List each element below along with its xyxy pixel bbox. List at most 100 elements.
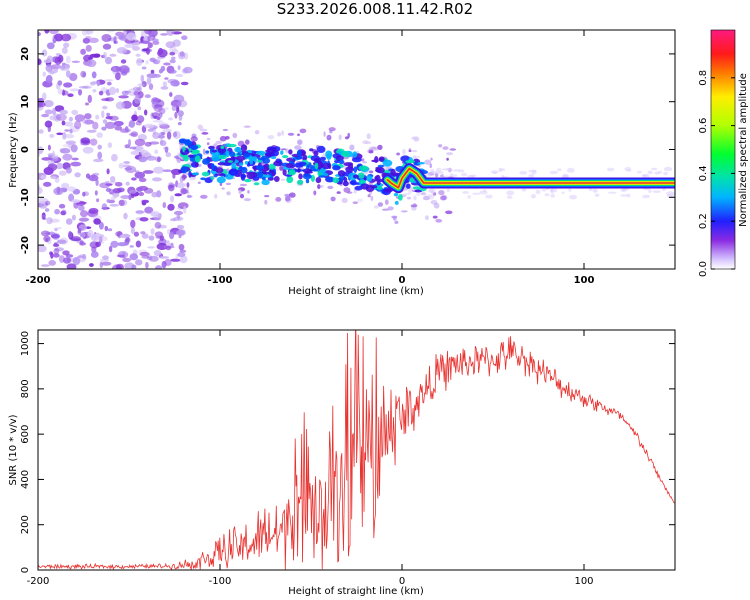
- noise-blob: [139, 251, 150, 257]
- noise-blob: [135, 210, 144, 215]
- noise-blob: [38, 197, 49, 204]
- noise-blob: [177, 65, 181, 70]
- noise-blob: [138, 192, 145, 196]
- noise-blob: [177, 182, 185, 189]
- noise-blob: [169, 59, 176, 64]
- noise-blob: [80, 70, 87, 78]
- noise-blob: [174, 193, 182, 197]
- haze-blob: [549, 170, 559, 175]
- signal-blob: [240, 173, 247, 179]
- noise-blob: [49, 133, 55, 138]
- noise-blob: [67, 93, 74, 97]
- noise-blob: [79, 240, 84, 245]
- noise-blob: [140, 231, 146, 235]
- noise-blob: [140, 149, 149, 157]
- haze-blob: [627, 169, 632, 172]
- noise-blob: [96, 132, 103, 139]
- signal-blob: [194, 155, 201, 163]
- noise-blob: [144, 109, 148, 116]
- noise-blob: [53, 248, 60, 255]
- signal-blob: [377, 164, 385, 168]
- noise-blob: [109, 203, 120, 207]
- noise-blob: [439, 195, 447, 201]
- haze-blob: [557, 168, 562, 171]
- noise-blob: [157, 56, 161, 63]
- noise-blob: [170, 218, 177, 222]
- noise-blob: [408, 149, 412, 153]
- noise-blob: [429, 163, 432, 169]
- signal-blob: [376, 186, 383, 190]
- haze-blob: [607, 167, 615, 172]
- noise-blob: [71, 157, 79, 161]
- noise-blob: [38, 102, 46, 108]
- noise-blob: [90, 81, 96, 86]
- noise-blob: [136, 115, 145, 123]
- signal-blob: [341, 150, 350, 158]
- noise-blob: [341, 197, 348, 204]
- haze-blob: [422, 193, 427, 196]
- noise-blob: [133, 231, 139, 237]
- noise-blob: [101, 110, 105, 118]
- noise-blob: [116, 88, 119, 93]
- noise-blob: [134, 171, 146, 179]
- haze-blob: [648, 189, 652, 193]
- noise-blob: [43, 235, 51, 242]
- noise-blob: [113, 36, 117, 44]
- noise-blob: [157, 224, 167, 229]
- signal-blob: [189, 144, 199, 151]
- noise-blob: [88, 37, 99, 43]
- noise-blob: [124, 262, 135, 269]
- noise-blob: [178, 51, 186, 60]
- noise-blob: [52, 253, 60, 258]
- noise-blob: [87, 94, 93, 104]
- noise-blob: [104, 225, 109, 232]
- noise-blob: [108, 188, 115, 195]
- noise-blob: [48, 65, 59, 74]
- noise-blob: [411, 136, 418, 140]
- noise-blob: [96, 198, 100, 203]
- noise-blob: [108, 245, 113, 253]
- noise-blob: [176, 213, 181, 220]
- signal-blob: [285, 163, 294, 169]
- signal-blob: [238, 162, 244, 166]
- haze-blob: [506, 190, 515, 196]
- signal-blob: [375, 166, 384, 170]
- noise-blob: [44, 120, 53, 128]
- noise-blob: [206, 137, 211, 140]
- signal-blob: [256, 150, 266, 155]
- noise-blob: [71, 214, 76, 221]
- x-tick-label: 0: [399, 275, 406, 286]
- noise-blob: [162, 169, 172, 172]
- noise-blob: [40, 175, 46, 179]
- noise-blob: [135, 240, 142, 248]
- noise-blob: [199, 128, 208, 132]
- y-tick-label: -20: [20, 236, 31, 254]
- noise-blob: [159, 132, 165, 136]
- noise-blob: [197, 124, 203, 130]
- noise-blob: [402, 148, 406, 155]
- signal-blob: [309, 148, 314, 152]
- noise-blob: [344, 136, 349, 140]
- noise-blob: [68, 116, 73, 122]
- noise-blob: [41, 212, 46, 220]
- noise-blob: [72, 256, 81, 266]
- noise-blob: [74, 114, 86, 122]
- noise-blob: [247, 190, 250, 194]
- haze-blob: [446, 188, 450, 193]
- noise-blob: [153, 166, 164, 174]
- noise-blob: [89, 138, 98, 146]
- noise-blob: [109, 53, 117, 57]
- signal-blob: [412, 186, 422, 190]
- noise-blob: [63, 257, 72, 264]
- noise-blob: [135, 94, 140, 99]
- noise-blob: [285, 195, 291, 202]
- noise-blob: [322, 153, 326, 157]
- signal-blob: [244, 160, 248, 165]
- haze-blob: [652, 190, 661, 194]
- haze-blob: [506, 195, 513, 199]
- noise-blob: [88, 56, 93, 60]
- noise-blob: [413, 203, 417, 206]
- noise-blob: [79, 232, 86, 238]
- haze-blob: [451, 174, 458, 178]
